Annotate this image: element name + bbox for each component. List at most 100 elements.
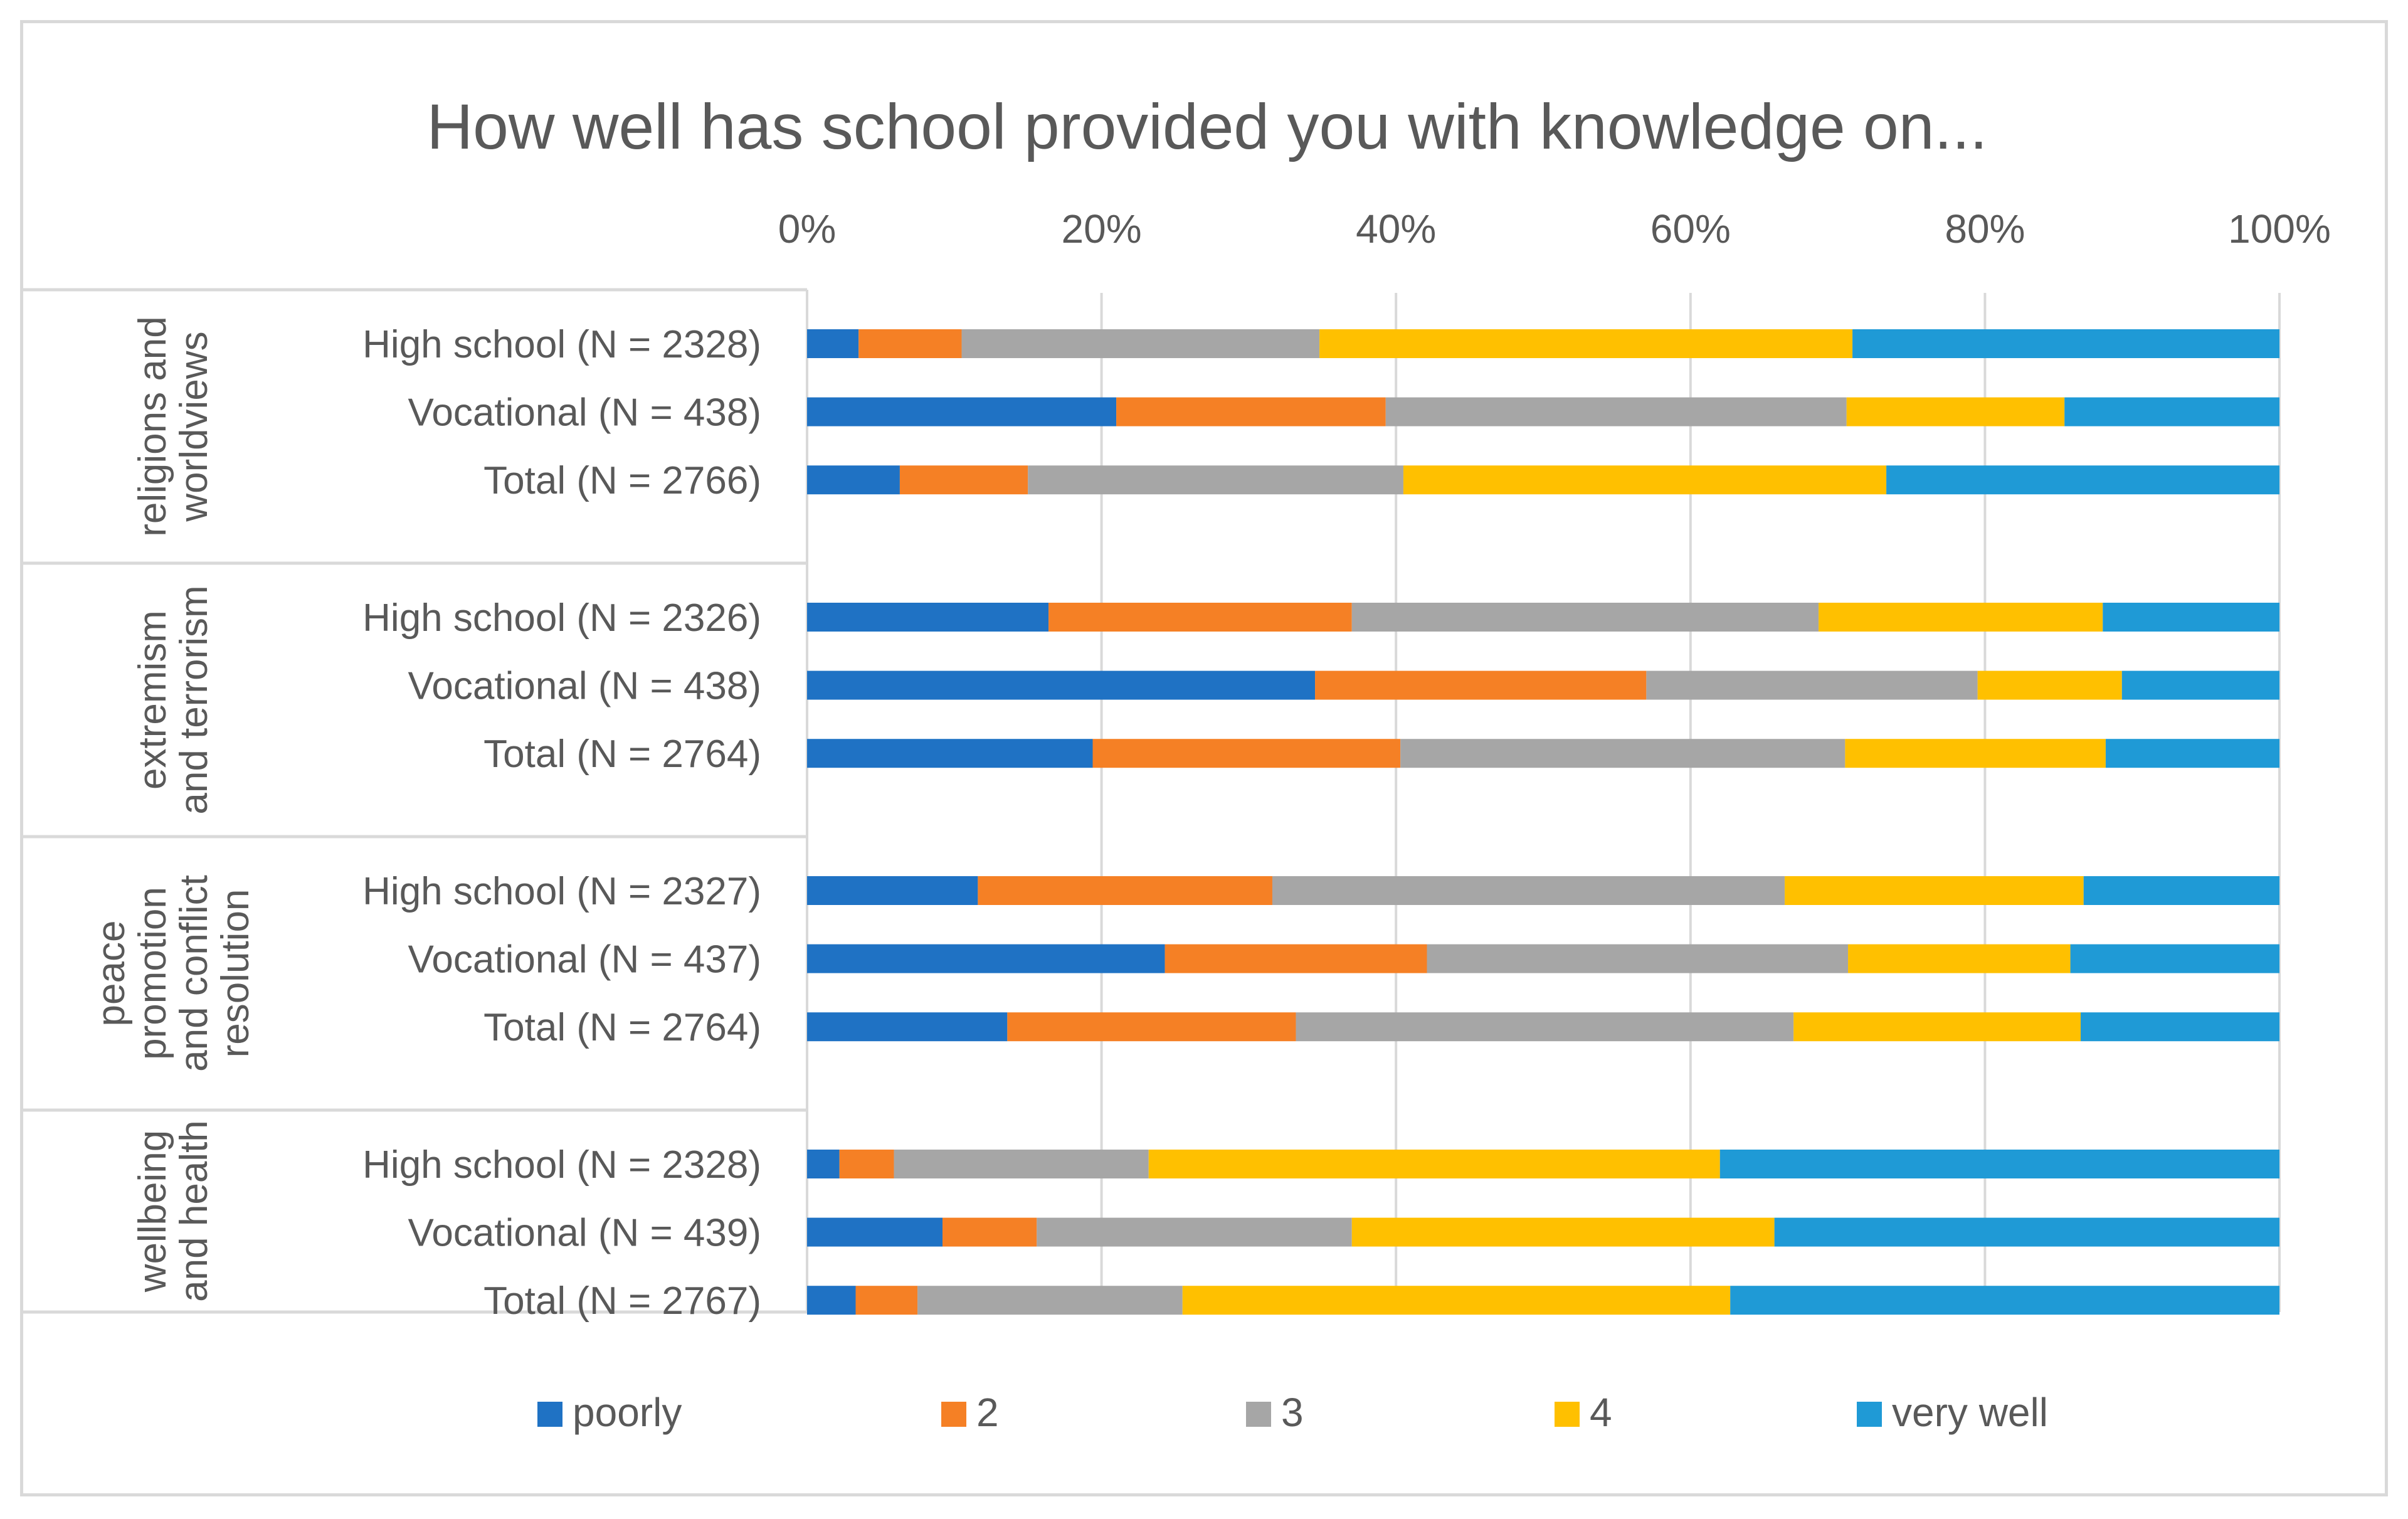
bar-segment-2 — [855, 1286, 918, 1315]
bar-segment-4 — [1148, 1150, 1720, 1178]
bar-segment-poorly — [807, 876, 978, 905]
group-label-line: wellbeing — [131, 1130, 174, 1293]
group-label-line: extremism — [131, 610, 174, 790]
bar-segment-2 — [839, 1150, 894, 1178]
bar-segment-2 — [1164, 944, 1427, 973]
legend: poorly 2 3 4 very well — [537, 1390, 2048, 1435]
row-label: Vocational (N = 439) — [408, 1212, 761, 1255]
bar-segment-poorly — [807, 1217, 943, 1247]
stacked-bar-chart: How well has school provided you with kn… — [23, 91, 2331, 1435]
x-tick-label: 60% — [1650, 206, 1731, 251]
bar-segment-very-well — [1774, 1217, 2279, 1247]
bar-segment-2 — [943, 1217, 1037, 1247]
bar-segment-very-well — [1852, 329, 2279, 358]
bar-segment-very-well — [2070, 944, 2279, 973]
bar-segment-poorly — [807, 670, 1316, 700]
chart-frame: How well has school provided you with kn… — [20, 20, 2388, 1496]
group-label-line: and conflict — [172, 875, 216, 1072]
bar-segment-very-well — [2121, 670, 2279, 700]
bar-segment-3 — [961, 329, 1320, 358]
bar-segment-very-well — [2081, 1012, 2279, 1042]
gridlines — [23, 288, 2281, 1314]
row-label: High school (N = 2328) — [362, 323, 761, 366]
group-label-line: religions and — [131, 316, 174, 537]
group-label-line: and terrorism — [172, 585, 216, 814]
bar-segment-3 — [1646, 670, 1978, 700]
row-label: High school (N = 2326) — [362, 596, 761, 640]
bar-segment-4 — [1182, 1286, 1731, 1315]
bar-segment-poorly — [807, 1150, 840, 1178]
bar-segment-poorly — [807, 1286, 856, 1315]
legend-label: 4 — [1590, 1390, 1612, 1435]
legend-label: 2 — [976, 1390, 999, 1435]
bar-segment-2 — [1315, 670, 1647, 700]
bar-segment-2 — [1116, 397, 1386, 426]
bar-segment-poorly — [807, 329, 859, 358]
bar-segment-very-well — [2103, 603, 2279, 632]
bar-segment-2 — [858, 329, 962, 358]
group-label-line: peace — [90, 921, 133, 1027]
bar-segment-very-well — [1886, 465, 2279, 495]
bar-segment-very-well — [2064, 397, 2279, 426]
chart-title: How well has school provided you with kn… — [426, 91, 1987, 162]
x-tick-label: 40% — [1356, 206, 1436, 251]
x-tick-label: 20% — [1062, 206, 1142, 251]
row-label: Total (N = 2767) — [483, 1279, 761, 1323]
bar-segment-poorly — [807, 397, 1117, 426]
row-label: Vocational (N = 438) — [408, 665, 761, 708]
bar-segment-3 — [917, 1286, 1183, 1315]
bar-segment-4 — [1846, 397, 2065, 426]
bar-segment-4 — [1977, 670, 2122, 700]
bar-segment-3 — [894, 1150, 1149, 1178]
legend-swatch — [941, 1402, 966, 1427]
bar-segment-3 — [1427, 944, 1849, 973]
bar-segment-4 — [1351, 1217, 1775, 1247]
bar-segment-4 — [1845, 739, 2106, 768]
legend-label: 3 — [1281, 1390, 1304, 1435]
row-label: High school (N = 2327) — [362, 870, 761, 913]
bar-segment-2 — [1048, 603, 1352, 632]
x-tick-label: 100% — [2228, 206, 2331, 251]
bar-segment-3 — [1385, 397, 1847, 426]
group-label-line: and health — [172, 1120, 216, 1302]
bar-segment-3 — [1351, 603, 1819, 632]
row-labels: High school (N = 2328) Vocational (N = 43… — [362, 323, 761, 1323]
row-label: Total (N = 2764) — [483, 733, 761, 776]
legend-swatch — [1857, 1402, 1882, 1427]
bar-segment-3 — [1296, 1012, 1794, 1042]
group-label-line: resolution — [214, 889, 257, 1058]
bar-segment-poorly — [807, 739, 1093, 768]
legend-label: poorly — [573, 1390, 682, 1435]
legend-swatch — [537, 1402, 562, 1427]
legend-label: very well — [1892, 1390, 2048, 1435]
legend-swatch — [1246, 1402, 1271, 1427]
bar-segment-very-well — [2083, 876, 2279, 905]
row-label: High school (N = 2328) — [362, 1143, 761, 1187]
bar-segment-4 — [1319, 329, 1853, 358]
bar-segment-4 — [1403, 465, 1887, 495]
bar-segment-3 — [1400, 739, 1846, 768]
x-tick-label: 0% — [778, 206, 837, 251]
group-label-line: promotion — [131, 887, 174, 1060]
bar-segment-very-well — [1730, 1286, 2279, 1315]
bars — [807, 329, 2279, 1315]
bar-segment-4 — [1848, 944, 2071, 973]
bar-segment-2 — [978, 876, 1272, 905]
bar-segment-2 — [1007, 1012, 1296, 1042]
bar-segment-poorly — [807, 465, 900, 495]
x-axis-tick-labels: 0% 20% 40% 60% 80% 100% — [778, 206, 2331, 251]
bar-segment-poorly — [807, 603, 1049, 632]
group-label-line: worldviews — [172, 331, 216, 522]
bar-segment-poorly — [807, 1012, 1008, 1042]
bar-segment-2 — [1092, 739, 1401, 768]
x-tick-label: 80% — [1945, 206, 2025, 251]
bar-segment-3 — [1037, 1217, 1352, 1247]
row-label: Vocational (N = 437) — [408, 938, 761, 982]
bar-segment-2 — [899, 465, 1028, 495]
row-label: Total (N = 2766) — [483, 459, 761, 502]
row-label: Total (N = 2764) — [483, 1006, 761, 1049]
bar-segment-poorly — [807, 944, 1165, 973]
legend-swatch — [1555, 1402, 1580, 1427]
row-label: Vocational (N = 438) — [408, 391, 761, 435]
